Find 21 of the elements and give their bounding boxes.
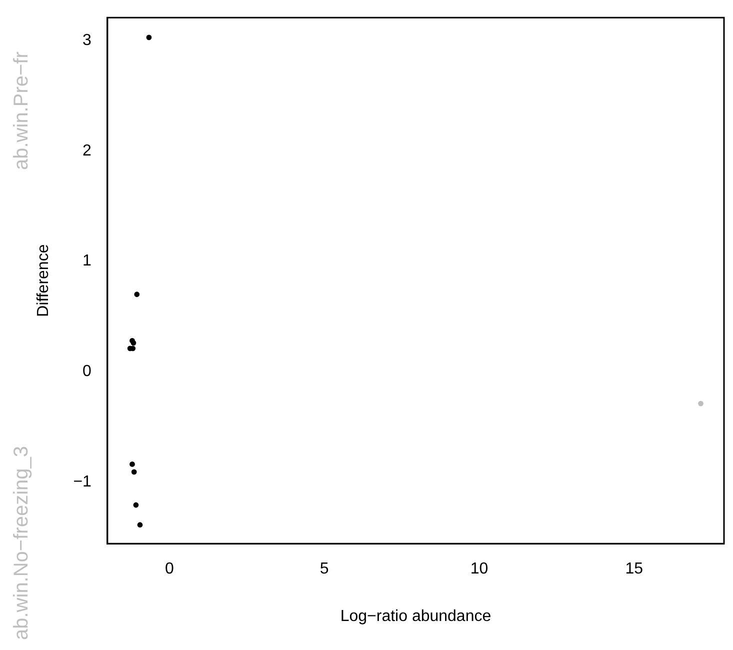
- x-tick-label: 15: [625, 560, 644, 578]
- x-tick-label: 5: [320, 560, 329, 578]
- y-tick-label: 1: [82, 252, 92, 270]
- y-tick-label: 3: [82, 32, 92, 50]
- y-tick-label: −1: [73, 473, 92, 490]
- text: ab.win.No−freezing_3: [10, 446, 33, 640]
- point: [130, 340, 136, 346]
- point: [131, 469, 137, 475]
- x-tick-label: 0: [164, 560, 174, 578]
- point: [137, 522, 143, 528]
- y-axis-title: Difference: [35, 244, 52, 317]
- point: [134, 292, 140, 298]
- point: [133, 502, 139, 508]
- x-tick-label: 10: [470, 560, 488, 578]
- text: ab.win.Pre−fr: [10, 51, 33, 170]
- y-tick-label: 2: [82, 142, 92, 160]
- y-tick-label: 0: [82, 362, 92, 380]
- point: [130, 462, 135, 467]
- point: [146, 34, 152, 40]
- x-axis-title: Log−ratio abundance: [340, 608, 492, 625]
- point: [698, 400, 704, 406]
